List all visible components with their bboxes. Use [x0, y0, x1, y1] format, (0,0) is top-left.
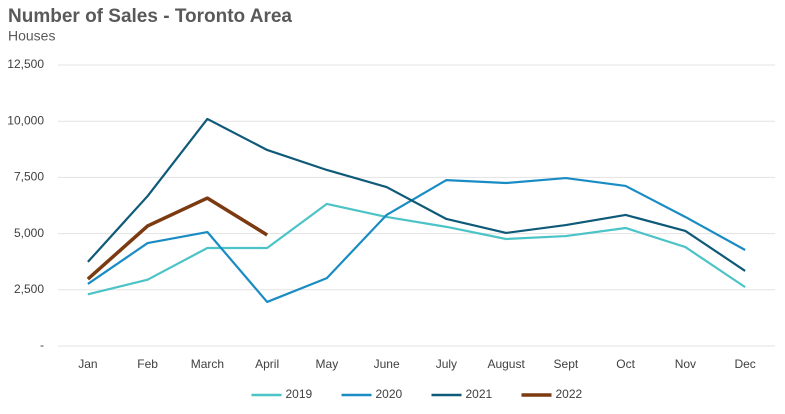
y-tick-label: - [40, 338, 44, 352]
legend-label: 2021 [466, 387, 493, 401]
series-line [86, 196, 269, 281]
chart-title: Number of Sales - Toronto Area [8, 6, 292, 27]
x-tick-label: Nov [675, 357, 696, 371]
x-tick-label: Sept [554, 357, 579, 371]
series-line [87, 202, 746, 296]
legend-label: 2019 [286, 387, 313, 401]
x-tick-label: Dec [734, 357, 755, 371]
x-tick-label: April [255, 357, 279, 371]
y-tick-label: 10,000 [7, 113, 44, 127]
y-tick-label: 5,000 [14, 226, 44, 240]
legend-label: 2020 [376, 387, 403, 401]
legend-label: 2022 [556, 387, 583, 401]
x-tick-label: Oct [616, 357, 635, 371]
x-tick-label: Feb [137, 357, 158, 371]
x-tick-label: Jan [78, 357, 97, 371]
series-line [87, 176, 746, 304]
y-tick-label: 7,500 [14, 170, 44, 184]
x-tick-label: May [316, 357, 339, 371]
x-tick-label: August [487, 357, 525, 371]
y-tick-label: 2,500 [14, 282, 44, 296]
chart-subtitle: Houses [8, 28, 55, 44]
x-tick-label: March [191, 357, 224, 371]
x-tick-label: July [436, 357, 457, 371]
y-tick-label: 12,500 [7, 57, 44, 71]
x-tick-label: June [374, 357, 400, 371]
series-line [87, 117, 746, 272]
